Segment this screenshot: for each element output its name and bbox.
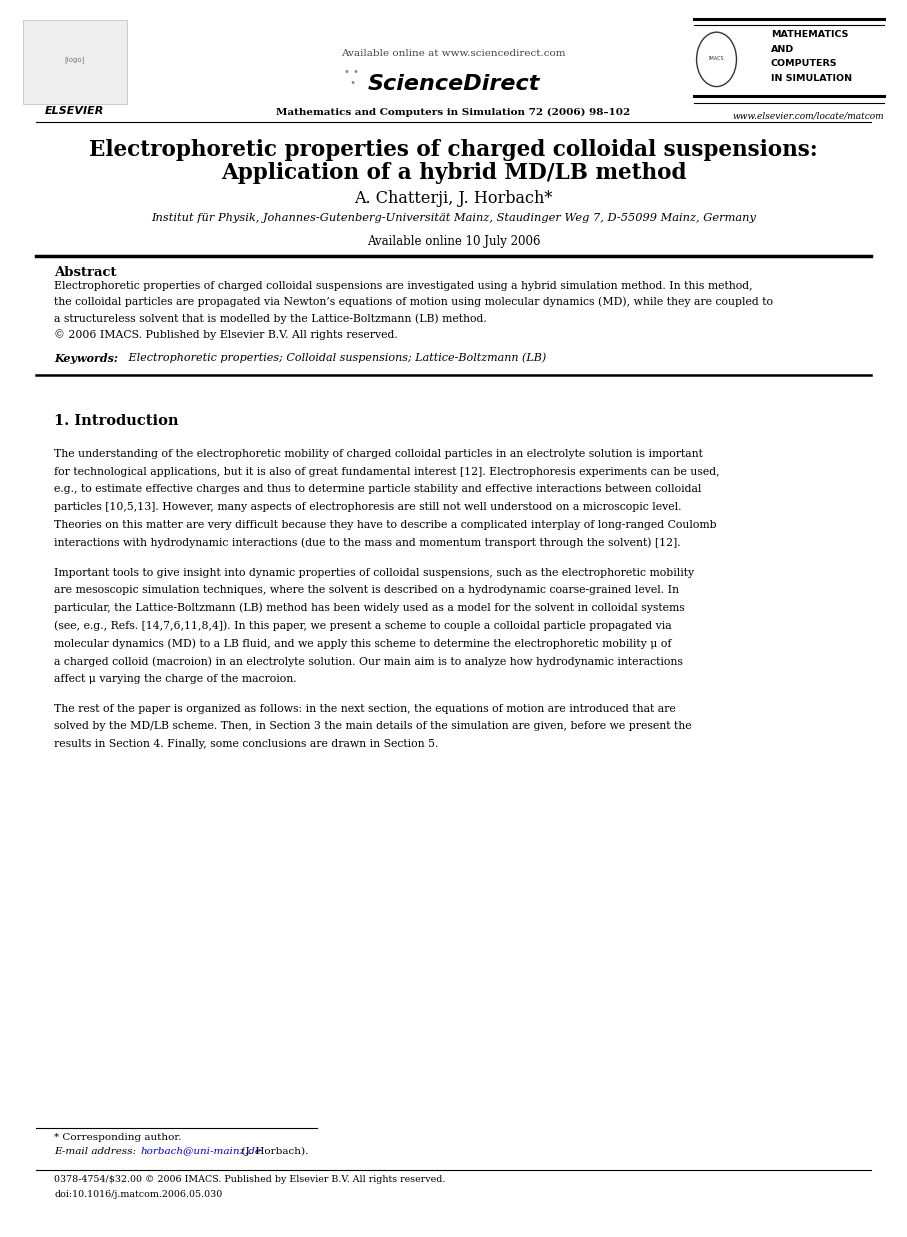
Text: Electrophoretic properties of charged colloidal suspensions are investigated usi: Electrophoretic properties of charged co… <box>54 281 753 291</box>
Text: A. Chatterji, J. Horbach*: A. Chatterji, J. Horbach* <box>355 190 552 208</box>
Text: © 2006 IMACS. Published by Elsevier B.V. All rights reserved.: © 2006 IMACS. Published by Elsevier B.V.… <box>54 329 398 340</box>
Text: Mathematics and Computers in Simulation 72 (2006) 98–102: Mathematics and Computers in Simulation … <box>277 108 630 116</box>
Text: a charged colloid (macroion) in an electrolyte solution. Our main aim is to anal: a charged colloid (macroion) in an elect… <box>54 656 683 667</box>
Text: • •
 •: • • • <box>345 67 359 88</box>
Text: particular, the Lattice-Boltzmann (LB) method has been widely used as a model fo: particular, the Lattice-Boltzmann (LB) m… <box>54 602 685 614</box>
Text: Electrophoretic properties of charged colloidal suspensions:: Electrophoretic properties of charged co… <box>89 139 818 161</box>
Text: ScienceDirect: ScienceDirect <box>367 74 540 94</box>
Text: e.g., to estimate effective charges and thus to determine particle stability and: e.g., to estimate effective charges and … <box>54 485 702 495</box>
Text: Available online at www.sciencedirect.com: Available online at www.sciencedirect.co… <box>341 49 566 58</box>
Text: doi:10.1016/j.matcom.2006.05.030: doi:10.1016/j.matcom.2006.05.030 <box>54 1190 223 1199</box>
Text: COMPUTERS: COMPUTERS <box>771 59 837 68</box>
Text: 0378-4754/$32.00 © 2006 IMACS. Published by Elsevier B.V. All rights reserved.: 0378-4754/$32.00 © 2006 IMACS. Published… <box>54 1175 446 1184</box>
Text: interactions with hydrodynamic interactions (due to the mass and momentum transp: interactions with hydrodynamic interacti… <box>54 538 681 548</box>
Text: the colloidal particles are propagated via Newton’s equations of motion using mo: the colloidal particles are propagated v… <box>54 297 774 308</box>
Text: (J. Horbach).: (J. Horbach). <box>238 1147 308 1155</box>
Text: www.elsevier.com/locate/matcom: www.elsevier.com/locate/matcom <box>733 111 884 120</box>
Text: solved by the MD/LB scheme. Then, in Section 3 the main details of the simulatio: solved by the MD/LB scheme. Then, in Sec… <box>54 721 692 731</box>
Text: ELSEVIER: ELSEVIER <box>44 106 104 116</box>
Text: a structureless solvent that is modelled by the Lattice-Boltzmann (LB) method.: a structureless solvent that is modelled… <box>54 313 487 324</box>
Text: Electrophoretic properties; Colloidal suspensions; Lattice-Boltzmann (LB): Electrophoretic properties; Colloidal su… <box>125 353 546 364</box>
Text: IN SIMULATION: IN SIMULATION <box>771 74 852 83</box>
Text: 1. Introduction: 1. Introduction <box>54 414 179 428</box>
Text: Keywords:: Keywords: <box>54 353 119 364</box>
Text: (see, e.g., Refs. [14,7,6,11,8,4]). In this paper, we present a scheme to couple: (see, e.g., Refs. [14,7,6,11,8,4]). In t… <box>54 621 672 631</box>
Text: Institut für Physik, Johannes-Gutenberg-Universität Mainz, Staudinger Weg 7, D-5: Institut für Physik, Johannes-Gutenberg-… <box>151 213 756 223</box>
Text: AND: AND <box>771 45 795 53</box>
Text: Theories on this matter are very difficult because they have to describe a compl: Theories on this matter are very difficu… <box>54 520 717 529</box>
Text: horbach@uni-mainz.de: horbach@uni-mainz.de <box>141 1147 261 1155</box>
FancyBboxPatch shape <box>23 20 127 104</box>
Text: molecular dynamics (MD) to a LB fluid, and we apply this scheme to determine the: molecular dynamics (MD) to a LB fluid, a… <box>54 638 672 649</box>
Text: The understanding of the electrophoretic mobility of charged colloidal particles: The understanding of the electrophoretic… <box>54 449 703 459</box>
Text: affect μ varying the charge of the macroion.: affect μ varying the charge of the macro… <box>54 674 297 684</box>
Text: IMACS: IMACS <box>708 56 725 61</box>
Text: [logo]: [logo] <box>64 56 84 63</box>
Text: are mesoscopic simulation techniques, where the solvent is described on a hydrod: are mesoscopic simulation techniques, wh… <box>54 585 679 595</box>
Text: * Corresponding author.: * Corresponding author. <box>54 1133 182 1142</box>
Text: Abstract: Abstract <box>54 266 117 280</box>
Text: The rest of the paper is organized as follows: in the next section, the equation: The rest of the paper is organized as fo… <box>54 704 677 714</box>
Text: E-mail address:: E-mail address: <box>54 1147 137 1155</box>
Text: results in Section 4. Finally, some conclusions are drawn in Section 5.: results in Section 4. Finally, some conc… <box>54 740 439 750</box>
Text: Available online 10 July 2006: Available online 10 July 2006 <box>366 235 541 249</box>
Text: for technological applications, but it is also of great fundamental interest [12: for technological applications, but it i… <box>54 466 720 476</box>
Text: Application of a hybrid MD/LB method: Application of a hybrid MD/LB method <box>220 162 687 184</box>
Text: particles [10,5,13]. However, many aspects of electrophoresis are still not well: particles [10,5,13]. However, many aspec… <box>54 502 682 512</box>
Text: Important tools to give insight into dynamic properties of colloidal suspensions: Important tools to give insight into dyn… <box>54 568 695 578</box>
Text: MATHEMATICS: MATHEMATICS <box>771 30 848 38</box>
